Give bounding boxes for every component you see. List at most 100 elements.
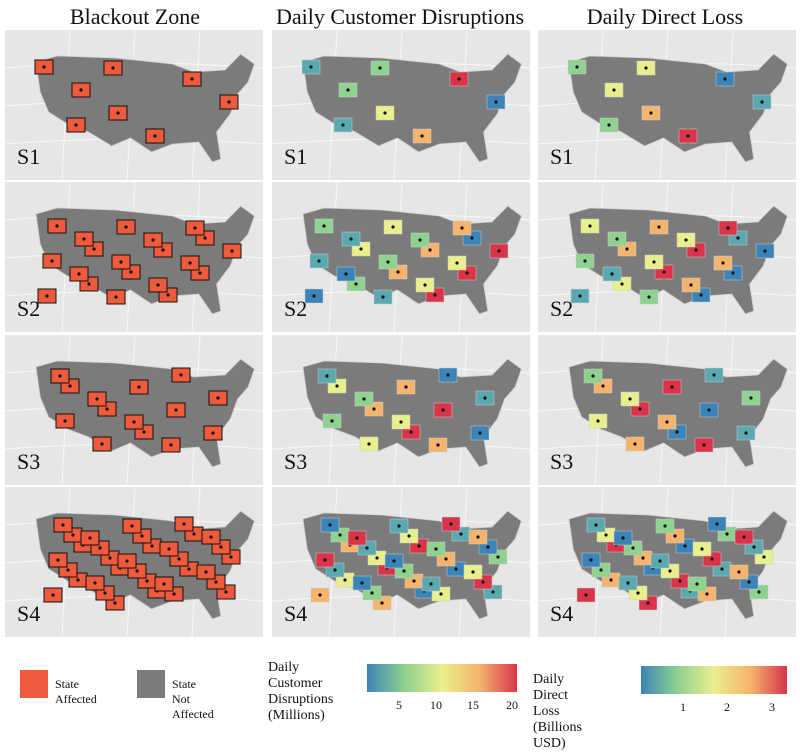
state-centroid <box>699 293 703 297</box>
state-centroid <box>731 271 735 275</box>
state-centroid <box>166 293 170 297</box>
state-centroid <box>478 431 482 435</box>
map-panel-disruptions: S3 <box>272 335 530 485</box>
state-centroid <box>702 443 706 447</box>
state-centroid <box>483 396 487 400</box>
state-centroid <box>380 601 384 605</box>
state-centroid <box>322 224 326 228</box>
state-centroid <box>335 384 339 388</box>
state-centroid <box>683 544 687 548</box>
not-affected-swatch <box>137 670 165 698</box>
state-centroid <box>330 419 334 423</box>
state-centroid <box>496 555 500 559</box>
state-centroid <box>721 261 725 265</box>
state-centroid <box>111 66 115 70</box>
state-centroid <box>591 374 595 378</box>
state-centroid <box>665 420 669 424</box>
state-centroid <box>114 295 118 299</box>
state-centroid <box>203 236 207 240</box>
state-centroid <box>224 590 228 594</box>
state-centroid <box>129 270 133 274</box>
state-centroid <box>130 524 134 528</box>
state-centroid <box>615 237 619 241</box>
state-centroid <box>386 260 390 264</box>
state-centroid <box>684 238 688 242</box>
state-centroid <box>125 559 129 563</box>
state-centroid <box>79 88 83 92</box>
state-centroid <box>229 555 233 559</box>
state-centroid <box>211 431 215 435</box>
state-centroid <box>446 373 450 377</box>
state-centroid <box>355 536 359 540</box>
state-centroid <box>92 247 96 251</box>
state-centroid <box>119 260 123 264</box>
state-centroid <box>328 523 332 527</box>
state-centroid <box>589 558 593 562</box>
scenario-label: S3 <box>284 449 308 474</box>
disruptions-legend-title: Daily Customer Disruptions (Millions) <box>268 660 333 724</box>
state-centroid <box>397 524 401 528</box>
state-centroid <box>116 111 120 115</box>
state-centroid <box>45 294 49 298</box>
state-centroid <box>93 581 97 585</box>
state-centroid <box>588 224 592 228</box>
loss-title-line: Daily Direct Loss <box>533 672 568 719</box>
state-centroid <box>652 260 656 264</box>
state-centroid <box>132 420 136 424</box>
state-centroid <box>108 556 112 560</box>
tick: 2 <box>724 700 730 714</box>
state-centroid <box>169 443 173 447</box>
title-daily-direct-loss: Daily Direct Loss <box>586 4 744 29</box>
state-centroid <box>360 581 364 585</box>
state-centroid <box>192 532 196 536</box>
us-map <box>5 30 263 180</box>
map-panel-disruptions: S1 <box>272 30 530 180</box>
state-centroid <box>359 247 363 251</box>
state-centroid <box>344 272 348 276</box>
us-map <box>538 30 796 180</box>
state-centroid <box>455 261 459 265</box>
state-centroid <box>179 373 183 377</box>
scenario-label: S2 <box>17 296 41 321</box>
state-centroid <box>323 558 327 562</box>
state-centroid <box>625 247 629 251</box>
state-centroid <box>153 134 157 138</box>
state-centroid <box>663 524 667 528</box>
state-centroid <box>471 570 475 574</box>
state-centroid <box>55 224 59 228</box>
state-centroid <box>420 134 424 138</box>
state-centroid <box>444 557 448 561</box>
state-centroid <box>583 259 587 263</box>
state-centroid <box>449 522 453 526</box>
map-panel-blackout-zone: S4 <box>5 487 263 637</box>
us-map <box>272 182 530 332</box>
state-centroid <box>429 582 433 586</box>
state-centroid <box>736 236 740 240</box>
disruptions-title-line: Daily Customer <box>268 660 323 691</box>
state-centroid <box>177 557 181 561</box>
state-centroid <box>601 384 605 388</box>
state-centroid <box>441 408 445 412</box>
state-centroid <box>142 430 146 434</box>
state-centroid <box>658 559 662 563</box>
state-centroid <box>82 237 86 241</box>
state-centroid <box>599 568 603 572</box>
state-centroid <box>190 77 194 81</box>
state-centroid <box>113 601 117 605</box>
state-centroid <box>428 248 432 252</box>
state-centroid <box>670 385 674 389</box>
state-centroid <box>594 523 598 527</box>
state-centroid <box>412 579 416 583</box>
state-centroid <box>596 419 600 423</box>
state-centroid <box>404 385 408 389</box>
map-panel-disruptions: S4 <box>272 487 530 637</box>
state-centroid <box>346 88 350 92</box>
state-centroid <box>486 545 490 549</box>
state-centroid <box>641 556 645 560</box>
state-centroid <box>343 578 347 582</box>
state-centroid <box>98 546 102 550</box>
state-centroid <box>633 442 637 446</box>
state-centroid <box>726 226 730 230</box>
state-centroid <box>204 570 208 574</box>
state-centroid <box>686 134 690 138</box>
